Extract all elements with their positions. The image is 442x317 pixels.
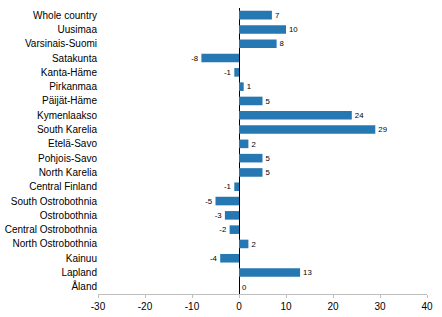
svg-text:Pirkanmaa: Pirkanmaa bbox=[49, 81, 97, 92]
svg-text:13: 13 bbox=[303, 268, 312, 277]
svg-text:Pohjois-Savo: Pohjois-Savo bbox=[38, 153, 97, 164]
svg-text:Lapland: Lapland bbox=[61, 267, 97, 278]
svg-text:Kymenlaakso: Kymenlaakso bbox=[37, 110, 97, 121]
svg-text:5: 5 bbox=[265, 168, 270, 177]
svg-text:Kainuu: Kainuu bbox=[66, 253, 97, 264]
svg-text:South Ostrobothnia: South Ostrobothnia bbox=[11, 196, 98, 207]
svg-text:Satakunta: Satakunta bbox=[52, 53, 97, 64]
svg-text:Varsinais-Suomi: Varsinais-Suomi bbox=[25, 38, 97, 49]
svg-text:40: 40 bbox=[421, 301, 433, 312]
svg-text:7: 7 bbox=[275, 11, 279, 20]
svg-text:-20: -20 bbox=[138, 301, 153, 312]
svg-text:Päijät-Häme: Päijät-Häme bbox=[42, 95, 97, 106]
svg-text:5: 5 bbox=[265, 154, 270, 163]
svg-text:0: 0 bbox=[236, 301, 242, 312]
svg-text:-5: -5 bbox=[205, 197, 213, 206]
svg-text:Kanta-Häme: Kanta-Häme bbox=[41, 67, 98, 78]
svg-text:-1: -1 bbox=[224, 68, 231, 77]
svg-text:-8: -8 bbox=[191, 54, 198, 63]
svg-text:Uusimaa: Uusimaa bbox=[58, 24, 98, 35]
svg-text:2: 2 bbox=[251, 240, 255, 249]
svg-text:North Karelia: North Karelia bbox=[39, 167, 98, 178]
svg-text:20: 20 bbox=[327, 301, 339, 312]
svg-text:29: 29 bbox=[378, 125, 387, 134]
svg-text:5: 5 bbox=[265, 97, 270, 106]
svg-text:-1: -1 bbox=[224, 182, 231, 191]
svg-text:Etelä-Savo: Etelä-Savo bbox=[48, 138, 97, 149]
svg-text:-2: -2 bbox=[219, 225, 226, 234]
svg-text:24: 24 bbox=[355, 111, 364, 120]
svg-text:Ostrobothnia: Ostrobothnia bbox=[40, 210, 98, 221]
svg-text:Central Ostrobothnia: Central Ostrobothnia bbox=[5, 224, 98, 235]
svg-text:Central Finland: Central Finland bbox=[29, 181, 97, 192]
svg-text:1: 1 bbox=[247, 82, 251, 91]
svg-text:2: 2 bbox=[251, 140, 255, 149]
svg-text:8: 8 bbox=[280, 39, 284, 48]
svg-text:South Karelia: South Karelia bbox=[37, 124, 97, 135]
svg-text:-30: -30 bbox=[91, 301, 106, 312]
svg-text:North Ostrobothnia: North Ostrobothnia bbox=[13, 238, 98, 249]
svg-text:Whole country: Whole country bbox=[33, 10, 97, 21]
svg-text:Åland: Åland bbox=[71, 280, 97, 292]
svg-text:-4: -4 bbox=[210, 254, 218, 263]
svg-text:10: 10 bbox=[289, 25, 298, 34]
svg-text:30: 30 bbox=[374, 301, 386, 312]
svg-text:-3: -3 bbox=[215, 211, 222, 220]
svg-text:10: 10 bbox=[280, 301, 292, 312]
svg-text:0: 0 bbox=[242, 283, 247, 292]
svg-text:-10: -10 bbox=[185, 301, 200, 312]
